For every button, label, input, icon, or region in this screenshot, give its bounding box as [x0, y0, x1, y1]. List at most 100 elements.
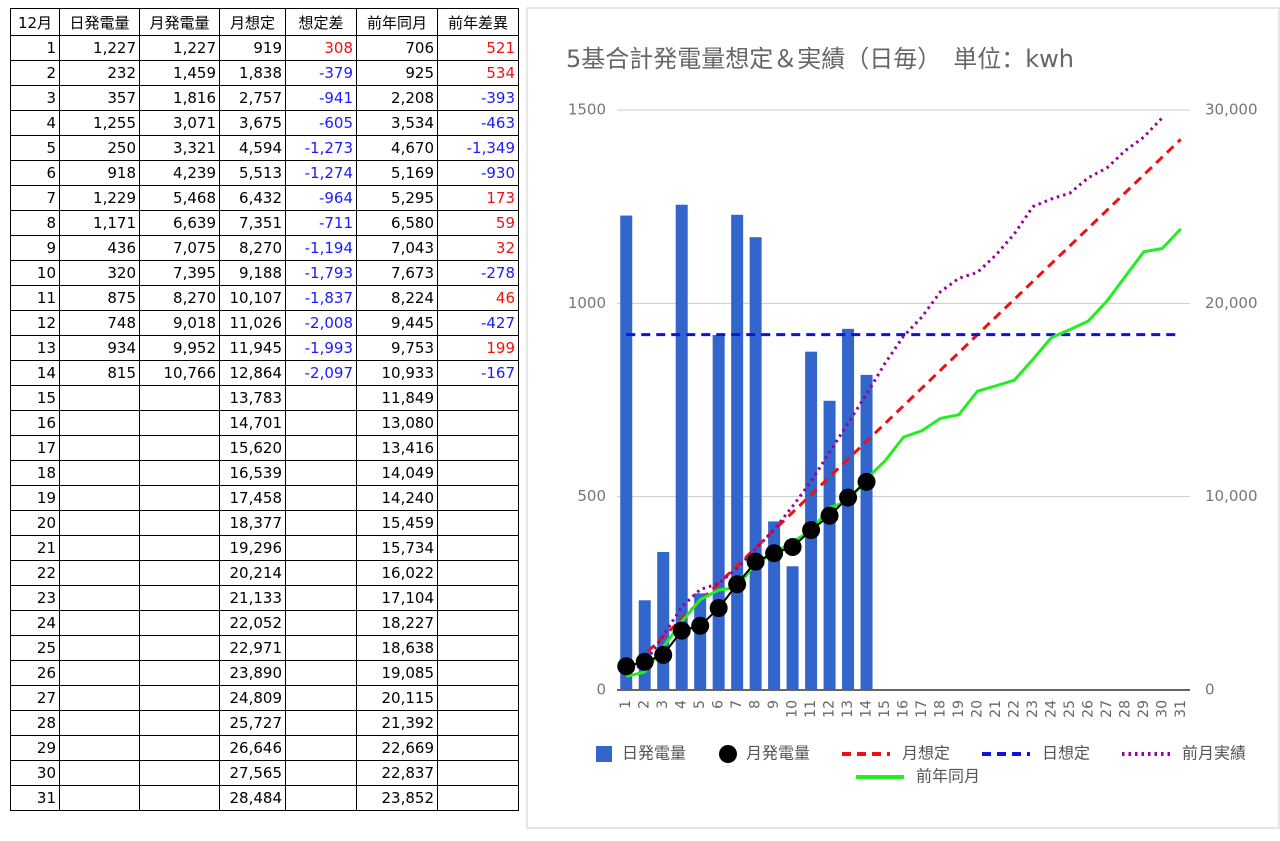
x-tick-label: 11 [803, 700, 819, 718]
row: 12 748 9,018 11,026 -2,008 9,445 -427 [10, 310, 519, 336]
cell: 357 [59, 85, 140, 111]
line [625, 227, 1182, 678]
point [839, 488, 858, 507]
legend-label: 日想定 [1042, 744, 1090, 763]
cell: 1,229 [59, 185, 140, 211]
cell: 12,864 [219, 360, 286, 386]
y-tick-label: 500 [577, 487, 606, 505]
cell: 22,837 [356, 760, 438, 786]
cell [139, 660, 220, 686]
cell: 918 [59, 160, 140, 186]
header-cell: 前年差異 [437, 8, 519, 36]
x-tick-label: 1 [618, 700, 634, 709]
row: 29 26,646 22,669 [10, 735, 519, 761]
cell: 14,701 [219, 410, 286, 436]
x-tick-label: 17 [914, 700, 930, 718]
x-tick-label: 13 [840, 700, 856, 718]
bar [712, 335, 725, 690]
line [625, 138, 1182, 674]
bar [675, 204, 688, 690]
x-tick-label: 26 [1080, 700, 1096, 718]
sheet-table: 12月 日発電量 月発電量 月想定 想定差 前年同月 前年差異 1 1,227 1,227 919 3… [10, 8, 519, 811]
point [746, 552, 765, 571]
row: 22 20,214 16,022 [10, 560, 519, 586]
cell [437, 485, 519, 511]
cell: 7,075 [139, 235, 220, 261]
cell: 9 [10, 235, 60, 261]
cell: 3 [10, 85, 60, 111]
x-tick-label: 20 [969, 700, 985, 718]
cell [59, 460, 140, 486]
cell [285, 685, 357, 711]
cell: 9,753 [356, 335, 438, 361]
cell: 25 [10, 635, 60, 661]
x-tick-label: 14 [859, 700, 875, 718]
row: 27 24,809 20,115 [10, 685, 519, 711]
row: 7 1,229 5,468 6,432 -964 5,295 173 [10, 185, 519, 211]
cell: 7,395 [139, 260, 220, 286]
legend-swatch [719, 745, 737, 763]
row: 23 21,133 17,104 [10, 585, 519, 611]
cell [285, 410, 357, 436]
cell: -964 [285, 185, 357, 211]
x-tick-label: 12 [822, 700, 838, 718]
x-tick-label: 18 [932, 700, 948, 718]
bar [842, 328, 855, 690]
cell: 815 [59, 360, 140, 386]
x-tick-label: 2 [637, 700, 653, 709]
legend-label: 日発電量 [622, 744, 686, 763]
cell [285, 485, 357, 511]
cell: 22 [10, 560, 60, 586]
cell [437, 510, 519, 536]
cell: 308 [285, 35, 357, 61]
cell: 4,594 [219, 135, 286, 161]
cell: -1,837 [285, 285, 357, 311]
x-tick-label: 22 [1006, 700, 1022, 718]
cell: 534 [437, 60, 519, 86]
cell: 8,270 [219, 235, 286, 261]
cell: 17,458 [219, 485, 286, 511]
bar [638, 600, 651, 690]
legend-swatch [596, 746, 612, 762]
row: 9 436 7,075 8,270 -1,194 7,043 32 [10, 235, 519, 261]
chart-area [526, 7, 1280, 829]
cell [285, 760, 357, 786]
cell: 11,849 [356, 385, 438, 411]
x-tick-label: 19 [951, 700, 967, 718]
cell: 28 [10, 710, 60, 736]
y-tick-label: 1000 [568, 294, 606, 312]
row: 13 934 9,952 11,945 -1,993 9,753 199 [10, 335, 519, 361]
cell: 320 [59, 260, 140, 286]
cell: 13,783 [219, 385, 286, 411]
row: 10 320 7,395 9,188 -1,793 7,673 -278 [10, 260, 519, 286]
cell: 30 [10, 760, 60, 786]
cell: 23 [10, 585, 60, 611]
cell [285, 635, 357, 661]
cell [139, 385, 220, 411]
point [857, 472, 876, 491]
line [625, 116, 1164, 676]
y-tick-label: 1500 [568, 101, 606, 119]
cell [285, 560, 357, 586]
cell: 18,377 [219, 510, 286, 536]
point [672, 621, 691, 640]
cell [59, 535, 140, 561]
x-tick-label: 28 [1117, 700, 1133, 718]
cell [139, 460, 220, 486]
cell: 21,392 [356, 710, 438, 736]
cell: 9,188 [219, 260, 286, 286]
cell [139, 735, 220, 761]
cell: 18,638 [356, 635, 438, 661]
cell [437, 685, 519, 711]
x-tick-label: 9 [766, 700, 782, 709]
cell: 7,043 [356, 235, 438, 261]
x-tick-label: 15 [877, 700, 893, 718]
cell: 4,239 [139, 160, 220, 186]
y2-tick-label: 30,000 [1205, 101, 1258, 119]
cell: 26 [10, 660, 60, 686]
header-cell: 日発電量 [59, 8, 140, 36]
cell: 1,227 [139, 35, 220, 61]
cell: -2,008 [285, 310, 357, 336]
cell: 1,171 [59, 210, 140, 236]
